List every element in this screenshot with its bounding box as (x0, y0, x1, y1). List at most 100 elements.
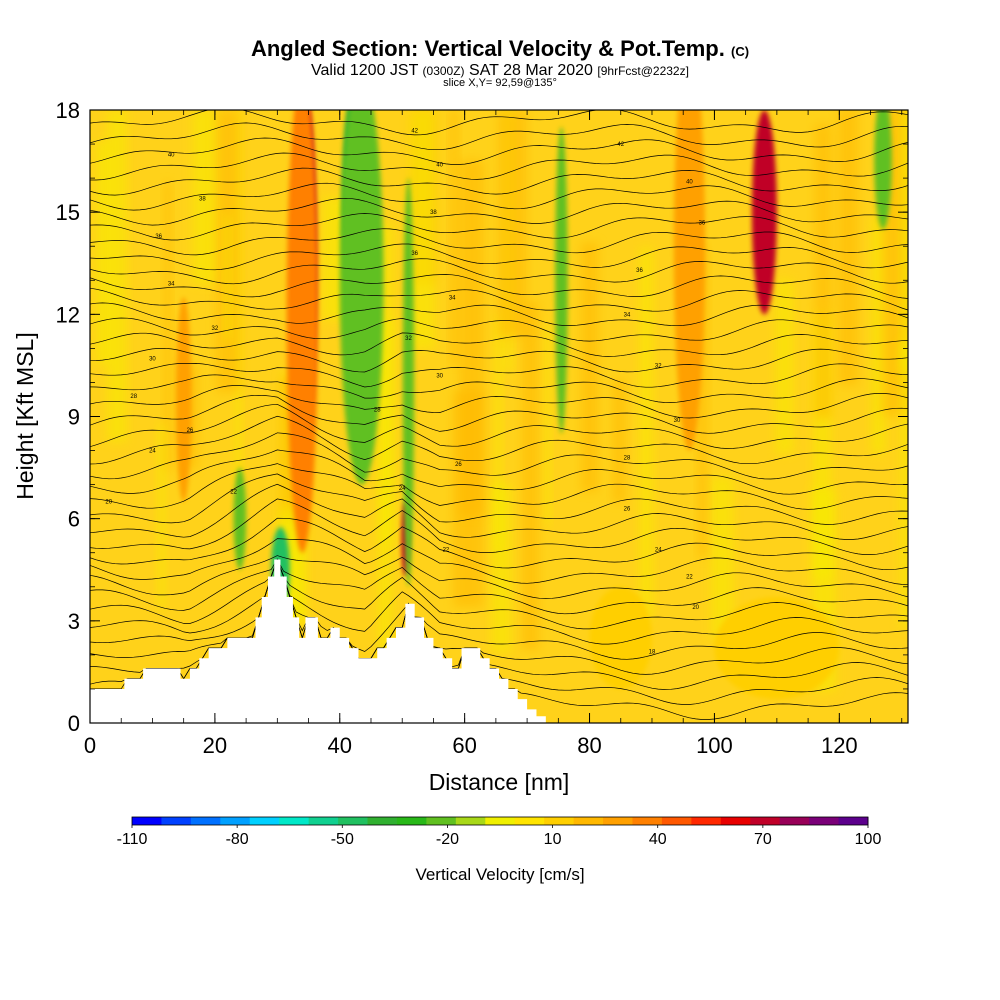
velocity-band (459, 160, 484, 516)
colorbar-swatch (249, 817, 280, 825)
colorbar-swatch (720, 817, 751, 825)
theta-contour (90, 213, 908, 241)
velocity-band (900, 341, 908, 629)
velocity-band (697, 246, 708, 558)
y-tick-label: 0 (68, 711, 80, 736)
theta-contour (90, 385, 908, 419)
theta-label: 42 (617, 142, 624, 148)
theta-contour (90, 558, 908, 660)
theta-label: 34 (449, 295, 456, 301)
colorbar-swatch (308, 817, 339, 825)
velocity-cell (874, 110, 892, 230)
colorbar-swatch (132, 817, 162, 825)
theta-label: 24 (399, 486, 406, 492)
colorbar-label: 100 (855, 831, 882, 848)
theta-label: 34 (624, 312, 631, 318)
theta-label: 24 (149, 449, 156, 455)
theta-contour (90, 555, 908, 599)
y-tick-label: 12 (56, 302, 80, 327)
velocity-cell (751, 110, 777, 315)
velocity-cell (286, 110, 318, 553)
theta-label: 32 (655, 363, 662, 369)
colorbar: -110 -80 -50 -20 10 40 70 100 (117, 816, 882, 848)
theta-label: 40 (436, 162, 443, 168)
colorbar-swatch (220, 817, 251, 825)
valid-date: SAT 28 Mar 2020 (469, 62, 593, 79)
theta-label: 36 (636, 268, 643, 274)
colorbar-swatch (632, 817, 663, 825)
velocity-band (543, 325, 551, 525)
theta-label: 28 (624, 455, 631, 461)
theta-label: 24 (655, 547, 662, 553)
theta-contour (90, 463, 908, 510)
theta-label: 38 (199, 197, 206, 203)
theta-label: 26 (455, 462, 462, 468)
theta-contour (90, 363, 908, 388)
colorbar-swatch (838, 817, 869, 825)
theta-contour (90, 374, 908, 403)
theta-contour (90, 558, 908, 675)
y-tick-label: 6 (68, 507, 80, 532)
colorbar-title: Vertical Velocity [cm/s] (415, 865, 584, 884)
colorbar-swatch (514, 817, 545, 825)
theta-label: 20 (105, 500, 112, 506)
y-axis-title: Height [Kft MSL] (12, 332, 38, 499)
theta-label: 18 (649, 649, 656, 655)
colorbar-frame (131, 816, 869, 826)
colorbar-swatch (485, 817, 516, 825)
velocity-band (900, 110, 908, 373)
velocity-band (522, 302, 539, 650)
colorbar-swatch (367, 817, 398, 825)
theta-label: 22 (443, 547, 450, 553)
velocity-band (163, 182, 172, 471)
velocity-band (612, 379, 626, 503)
colorbar-label: 10 (544, 831, 562, 848)
colorbar-label: -110 (117, 831, 148, 848)
theta-contour (90, 517, 908, 571)
theta-contour (90, 394, 908, 434)
theta-label: 22 (686, 575, 693, 581)
theta-label: 30 (436, 374, 443, 380)
colorbar-swatch (279, 817, 310, 825)
velocity-band (107, 110, 127, 442)
colorbar-label: -20 (436, 831, 459, 848)
theta-label: 20 (692, 605, 699, 611)
theta-label: 30 (674, 418, 681, 424)
velocity-band (380, 223, 393, 542)
chart-title-unit: (C) (731, 44, 750, 59)
theta-label: 28 (374, 408, 381, 414)
colorbar-swatch (603, 817, 633, 825)
theta-label: 42 (411, 128, 418, 134)
theta-contour (90, 287, 908, 312)
theta-contour (90, 432, 908, 480)
theta-contour (90, 332, 908, 357)
velocity-band (871, 217, 886, 455)
valid-prefix: Valid 1200 JST (311, 62, 419, 79)
x-tick-label: 80 (577, 733, 601, 758)
theta-label: 28 (130, 394, 137, 400)
colorbar-swatch (661, 817, 692, 825)
terrain (90, 559, 908, 723)
colorbar-swatch (750, 817, 781, 825)
x-axis-title: Distance [nm] (429, 769, 570, 795)
velocity-cell (589, 586, 652, 689)
velocity-band (157, 423, 166, 609)
theta-label: 30 (149, 357, 156, 363)
theta-contour (90, 403, 908, 449)
x-tick-label: 0 (84, 733, 96, 758)
theta-contour (90, 415, 908, 465)
chart-title: Angled Section: Vertical Velocity & Pot.… (0, 36, 1000, 62)
theta-contour (90, 538, 908, 586)
theta-contours (90, 110, 908, 720)
velocity-band (639, 247, 653, 619)
velocity-cells (175, 110, 892, 700)
theta-label: 36 (155, 234, 162, 240)
valid-time-line: Valid 1200 JST (0300Z) SAT 28 Mar 2020 [… (0, 62, 1000, 80)
theta-contour (90, 110, 908, 136)
velocity-cell (402, 178, 415, 587)
colorbar-swatch (779, 817, 810, 825)
theta-contour (90, 122, 908, 151)
velocity-band (775, 279, 794, 454)
x-tick-label: 40 (328, 733, 352, 758)
plot-area: 42 42 40 40 40 38 38 36 36 36 36 34 34 34 32 32 30 30 32 28… (90, 110, 908, 723)
